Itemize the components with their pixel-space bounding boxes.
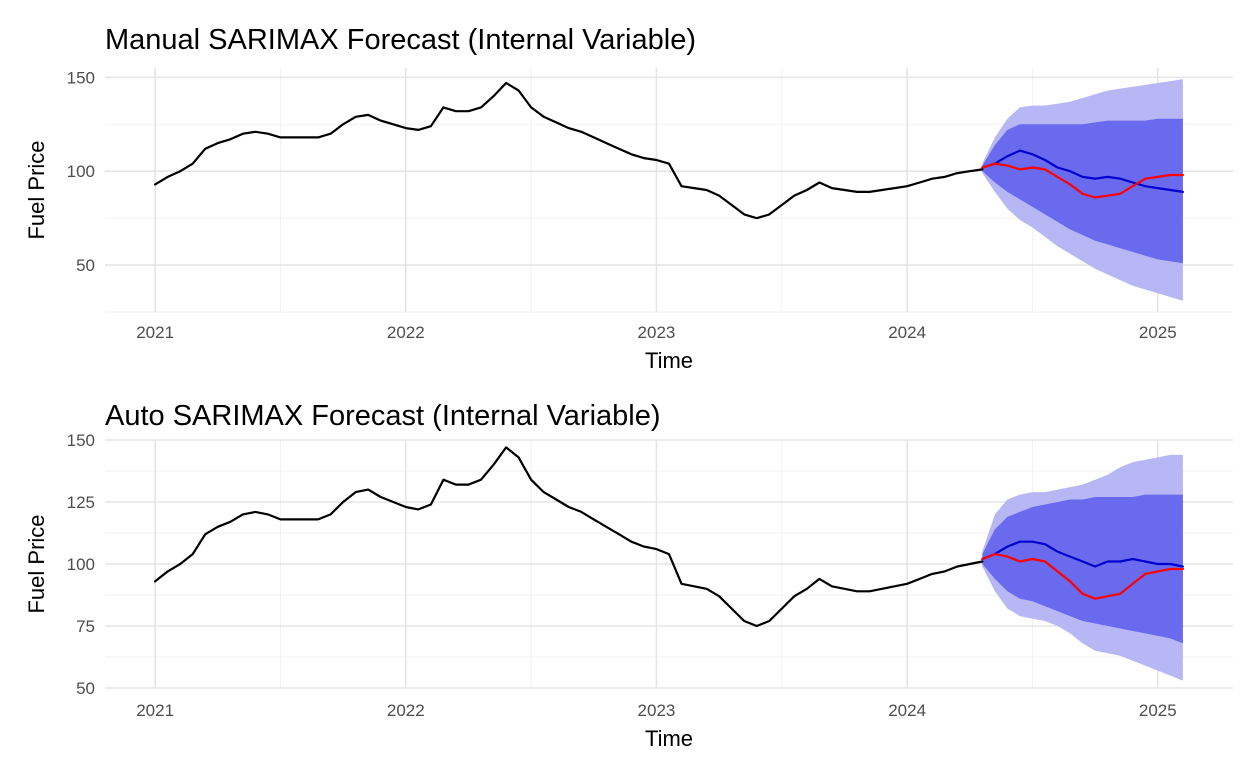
history-line [154, 81, 984, 220]
y-tick-label: 50 [76, 679, 95, 698]
x-tick-label: 2025 [1139, 701, 1177, 720]
panel-1 [105, 68, 1233, 313]
y-tick-label: 150 [67, 431, 95, 450]
x-axis-label: Time [645, 726, 693, 751]
forecast-mean-line [981, 540, 1185, 568]
actual-line [981, 162, 1185, 199]
x-tick-label: 2021 [136, 323, 174, 342]
forecast-mean-line [981, 149, 1185, 193]
chart-title: Auto SARIMAX Forecast (Internal Variable… [105, 400, 661, 432]
y-tick-label: 125 [67, 493, 95, 512]
y-tick-label: 100 [67, 162, 95, 181]
x-axis-label: Time [645, 348, 693, 373]
forecast-band-80 [982, 494, 1183, 644]
y-tick-label: 50 [76, 256, 95, 275]
x-tick-label: 2025 [1139, 323, 1177, 342]
x-tick-label: 2024 [888, 701, 926, 720]
chart-title: Manual SARIMAX Forecast (Internal Variab… [105, 24, 696, 56]
x-tick-label: 2023 [638, 701, 676, 720]
actual-line [981, 552, 1185, 600]
y-tick-label: 100 [67, 555, 95, 574]
x-tick-label: 2022 [387, 701, 425, 720]
y-tick-label: 150 [67, 68, 95, 87]
y-tick-label: 75 [76, 617, 95, 636]
history-line [154, 446, 984, 628]
y-axis-label: Fuel Price [24, 514, 49, 613]
x-tick-label: 2021 [136, 701, 174, 720]
panel-2 [105, 439, 1233, 689]
x-tick-label: 2022 [387, 323, 425, 342]
x-tick-label: 2023 [638, 323, 676, 342]
x-tick-label: 2024 [888, 323, 926, 342]
y-axis-label: Fuel Price [24, 140, 49, 239]
